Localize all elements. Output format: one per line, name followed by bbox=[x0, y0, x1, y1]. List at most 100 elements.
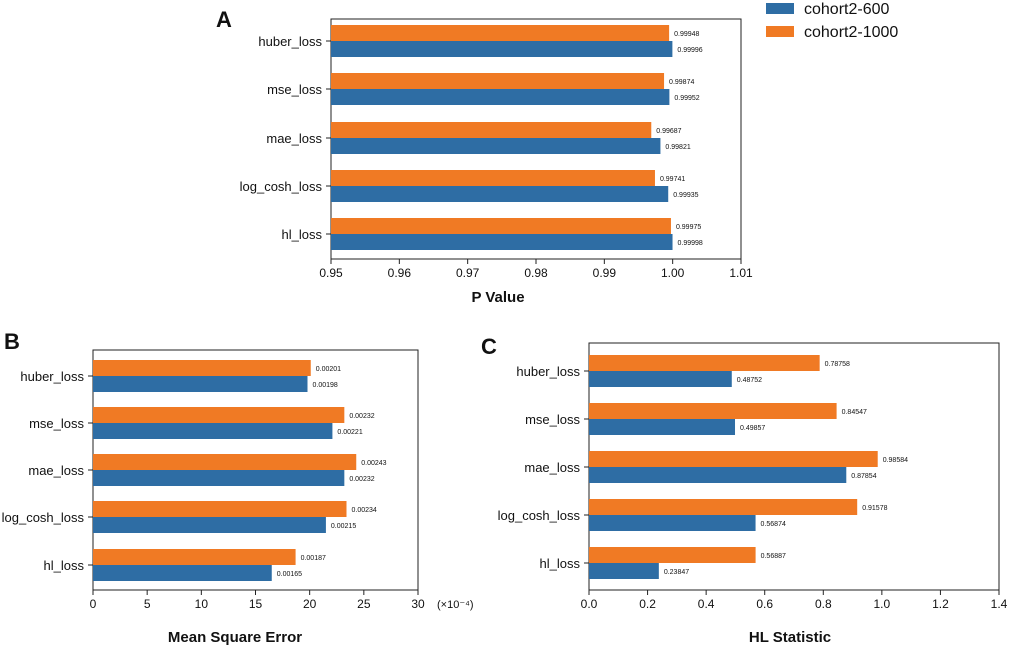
panel-b-bar-hl-loss-cohort2-1000-value-label: 0.00187 bbox=[301, 555, 326, 562]
panel-a-bar-hl-loss-cohort2-600-value-label: 0.99998 bbox=[678, 240, 703, 247]
panel-c-bar-log-cosh-loss-cohort2-600-value-label: 0.56874 bbox=[761, 521, 786, 528]
panel-a-category-label: huber_loss bbox=[258, 34, 322, 49]
panel-a-bar-huber-loss-cohort2-1000 bbox=[331, 25, 670, 41]
panel-a-category-label: mse_loss bbox=[267, 82, 322, 97]
panel-b-x-tick-label: 15 bbox=[249, 597, 263, 611]
panel-a-x-axis: 0.95 0.96 0.97 0.98 0.99 1.00 1.01 bbox=[319, 259, 753, 280]
panel-c-bar-hl-loss-cohort2-600-value-label: 0.23847 bbox=[664, 569, 689, 576]
panel-b-bar-hl-loss-cohort2-600 bbox=[93, 565, 272, 581]
panel-a-bar-huber-loss-cohort2-600 bbox=[331, 41, 673, 57]
panel-a-x-tick-label: 0.96 bbox=[388, 266, 412, 280]
legend-label-cohort2-600: cohort2-600 bbox=[804, 1, 889, 18]
panel-a-x-tick-label: 0.98 bbox=[524, 266, 548, 280]
panel-c-bar-mse-loss-cohort2-600-value-label: 0.49857 bbox=[740, 425, 765, 432]
panel-c-bar-mae-loss-cohort2-600-value-label: 0.87854 bbox=[851, 473, 876, 480]
panel-c-bar-mse-loss-cohort2-600 bbox=[589, 419, 736, 435]
panel-a-bar-mse-loss-cohort2-600-value-label: 0.99952 bbox=[674, 95, 699, 102]
panel-c-x-axis-title: HL Statistic bbox=[749, 629, 831, 646]
panel-a-bar-log-cosh-loss-cohort2-1000-value-label: 0.99741 bbox=[660, 176, 685, 183]
panel-a-bar-hl-loss-cohort2-600 bbox=[331, 234, 673, 250]
panel-b-category-label: mse_loss bbox=[29, 416, 84, 431]
panel-b-category-label: hl_loss bbox=[44, 558, 85, 573]
panel-a-category-label: log_cosh_loss bbox=[240, 179, 323, 194]
panel-b-bar-mae-loss-cohort2-600 bbox=[93, 470, 345, 486]
panel-a-x-tick-label: 0.95 bbox=[319, 266, 343, 280]
panel-b-x-axis: 0 5 10 15 20 25 30 bbox=[90, 590, 425, 611]
panel-b-bar-hl-loss-cohort2-600-value-label: 0.00165 bbox=[277, 571, 302, 578]
panel-a-bar-mae-loss-cohort2-600-value-label: 0.99821 bbox=[665, 144, 690, 151]
panel-c-bar-log-cosh-loss-cohort2-1000 bbox=[589, 499, 858, 515]
panel-a-bar-huber-loss-cohort2-600-value-label: 0.99996 bbox=[677, 47, 702, 54]
panel-b-category-label: mae_loss bbox=[28, 463, 84, 478]
panel-c-bar-log-cosh-loss-cohort2-600 bbox=[589, 515, 756, 531]
panel-c-letter: C bbox=[481, 334, 497, 359]
panel-a-bar-mae-loss-cohort2-600 bbox=[331, 138, 661, 154]
legend-label-cohort2-1000: cohort2-1000 bbox=[804, 24, 898, 41]
panel-c-x-tick-label: 0.6 bbox=[756, 597, 773, 611]
panel-a-bar-mae-loss-cohort2-1000-value-label: 0.99687 bbox=[656, 128, 681, 135]
panel-a-x-tick-label: 1.00 bbox=[661, 266, 685, 280]
panel-b-bars: 0.00201 0.00198 0.00232 0.00221 0.00243 0.002… bbox=[93, 360, 387, 581]
panel-b-category-label: huber_loss bbox=[20, 369, 84, 384]
panel-c-bar-mae-loss-cohort2-1000 bbox=[589, 451, 878, 467]
panel-b-x-tick-label: 10 bbox=[195, 597, 209, 611]
panel-b-bar-mae-loss-cohort2-1000-value-label: 0.00243 bbox=[361, 460, 386, 467]
panel-a-bar-log-cosh-loss-cohort2-1000 bbox=[331, 170, 655, 186]
panel-b-x-tick-label: 30 bbox=[411, 597, 425, 611]
panel-b-category-label: log_cosh_loss bbox=[2, 510, 85, 525]
panel-c-bar-log-cosh-loss-cohort2-1000-value-label: 0.91578 bbox=[862, 505, 887, 512]
panel-c-x-tick-label: 0.2 bbox=[639, 597, 656, 611]
panel-b-x-tick-label: 25 bbox=[357, 597, 371, 611]
panel-a-x-tick-label: 0.99 bbox=[593, 266, 617, 280]
panel-b-x-tick-label: 0 bbox=[90, 597, 97, 611]
panel-a-x-tick-label: 1.01 bbox=[729, 266, 753, 280]
legend-swatch-cohort2-600 bbox=[766, 3, 794, 14]
panel-b-bar-huber-loss-cohort2-1000 bbox=[93, 360, 311, 376]
panel-a-bar-hl-loss-cohort2-1000 bbox=[331, 218, 671, 234]
panel-b-letter: B bbox=[4, 329, 20, 354]
panel-c: C 0.0 0.2 0.4 0.6 0.8 1.0 1.2 1.4 huber_lossmse… bbox=[481, 334, 1008, 646]
panel-c-bar-huber-loss-cohort2-1000-value-label: 0.78758 bbox=[825, 361, 850, 368]
panel-b-bar-hl-loss-cohort2-1000 bbox=[93, 549, 296, 565]
panel-c-bar-mse-loss-cohort2-1000-value-label: 0.84547 bbox=[842, 409, 867, 416]
panel-b-y-axis: huber_loss mse_loss mae_loss log_cosh_lossh… bbox=[2, 369, 93, 573]
panel-c-x-tick-label: 1.2 bbox=[932, 597, 949, 611]
panel-c-bar-huber-loss-cohort2-600-value-label: 0.48752 bbox=[737, 377, 762, 384]
panel-a-bar-huber-loss-cohort2-1000-value-label: 0.99948 bbox=[674, 31, 699, 38]
panel-a-x-axis-title: P Value bbox=[471, 289, 524, 306]
panel-b-bar-mse-loss-cohort2-600-value-label: 0.00221 bbox=[337, 429, 362, 436]
panel-c-x-tick-label: 0.4 bbox=[698, 597, 715, 611]
panel-c-category-label: log_cosh_loss bbox=[498, 508, 581, 523]
panel-b-multiplier-label: (×10⁻⁴) bbox=[437, 599, 474, 611]
panel-c-x-tick-label: 0.8 bbox=[815, 597, 832, 611]
panel-b-bar-huber-loss-cohort2-600 bbox=[93, 376, 308, 392]
panel-c-x-tick-label: 1.4 bbox=[991, 597, 1008, 611]
panel-c-category-label: mae_loss bbox=[524, 460, 580, 475]
panel-a-letter: A bbox=[216, 7, 232, 32]
panel-b-x-axis-title: Mean Square Error bbox=[168, 629, 302, 646]
panel-b-bar-huber-loss-cohort2-1000-value-label: 0.00201 bbox=[316, 366, 341, 373]
panel-b-bar-log-cosh-loss-cohort2-600-value-label: 0.00215 bbox=[331, 523, 356, 530]
panel-c-category-label: mse_loss bbox=[525, 412, 580, 427]
panel-b-bar-log-cosh-loss-cohort2-1000 bbox=[93, 501, 347, 517]
legend: cohort2-600 cohort2-1000 bbox=[766, 1, 898, 41]
panel-a-bar-log-cosh-loss-cohort2-600 bbox=[331, 186, 669, 202]
panel-a-bar-mae-loss-cohort2-1000 bbox=[331, 122, 652, 138]
panel-a: A 0.95 0.96 0.97 0.98 0.99 1.00 1.01 huber_los… bbox=[216, 7, 753, 306]
panel-b-bar-log-cosh-loss-cohort2-1000-value-label: 0.00234 bbox=[352, 507, 377, 514]
panel-c-bars: 0.78758 0.48752 0.84547 0.49857 0.98584 0.878… bbox=[589, 355, 908, 579]
panel-c-category-label: hl_loss bbox=[540, 556, 581, 571]
panel-c-bar-mse-loss-cohort2-1000 bbox=[589, 403, 837, 419]
panel-c-y-axis: huber_loss mse_loss mae_loss log_cosh_lossh… bbox=[498, 364, 589, 571]
panel-c-bar-huber-loss-cohort2-1000 bbox=[589, 355, 820, 371]
panel-c-x-axis: 0.0 0.2 0.4 0.6 0.8 1.0 1.2 1.4 bbox=[581, 590, 1008, 611]
panel-c-x-tick-label: 1.0 bbox=[874, 597, 891, 611]
panel-c-bar-mae-loss-cohort2-1000-value-label: 0.98584 bbox=[883, 457, 908, 464]
panel-b-bar-mae-loss-cohort2-600-value-label: 0.00232 bbox=[349, 476, 374, 483]
panel-b-x-tick-label: 5 bbox=[144, 597, 151, 611]
panel-b-bar-mse-loss-cohort2-1000-value-label: 0.00232 bbox=[349, 413, 374, 420]
panel-b-bar-log-cosh-loss-cohort2-600 bbox=[93, 517, 326, 533]
panel-b-bar-huber-loss-cohort2-600-value-label: 0.00198 bbox=[313, 382, 338, 389]
panel-c-bar-mae-loss-cohort2-600 bbox=[589, 467, 847, 483]
